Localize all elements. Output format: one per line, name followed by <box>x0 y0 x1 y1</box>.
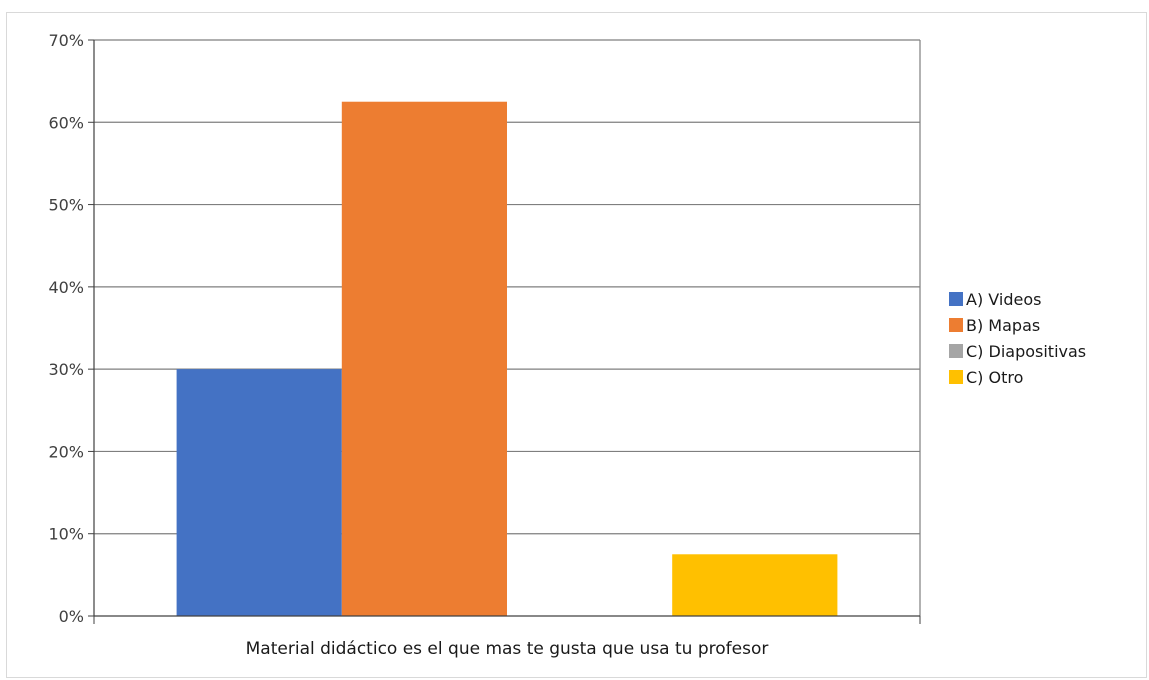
y-tick-label: 0% <box>59 607 84 626</box>
bar-4 <box>672 554 838 616</box>
bar-1 <box>176 369 342 616</box>
bars <box>176 101 838 616</box>
legend-label-1: A) Videos <box>966 290 1041 309</box>
legend-label-4: C) Otro <box>966 368 1023 387</box>
y-tick-label: 40% <box>48 278 84 297</box>
legend-swatch-3 <box>949 344 963 358</box>
x-category-label: Material didáctico es el que mas te gust… <box>246 639 769 659</box>
legend-swatch-1 <box>949 292 963 306</box>
legend-label-3: C) Diapositivas <box>966 342 1086 361</box>
y-tick-label: 10% <box>48 525 84 544</box>
y-tick-label: 60% <box>48 113 84 132</box>
bar-2 <box>341 101 507 616</box>
y-tick-label: 20% <box>48 442 84 461</box>
legend: A) Videos B) Mapas C) Diapositivas C) Otro <box>949 290 1086 387</box>
y-tick-label: 70% <box>48 31 84 50</box>
y-tick-label: 30% <box>48 360 84 379</box>
legend-swatch-2 <box>949 318 963 332</box>
legend-label-2: B) Mapas <box>966 316 1040 335</box>
y-tick-label: 50% <box>48 196 84 215</box>
axes <box>88 39 921 624</box>
legend-swatch-4 <box>949 370 963 384</box>
y-tick-labels: 0% 10% 20% 30% 40% 50% 60% 70% <box>48 31 84 626</box>
